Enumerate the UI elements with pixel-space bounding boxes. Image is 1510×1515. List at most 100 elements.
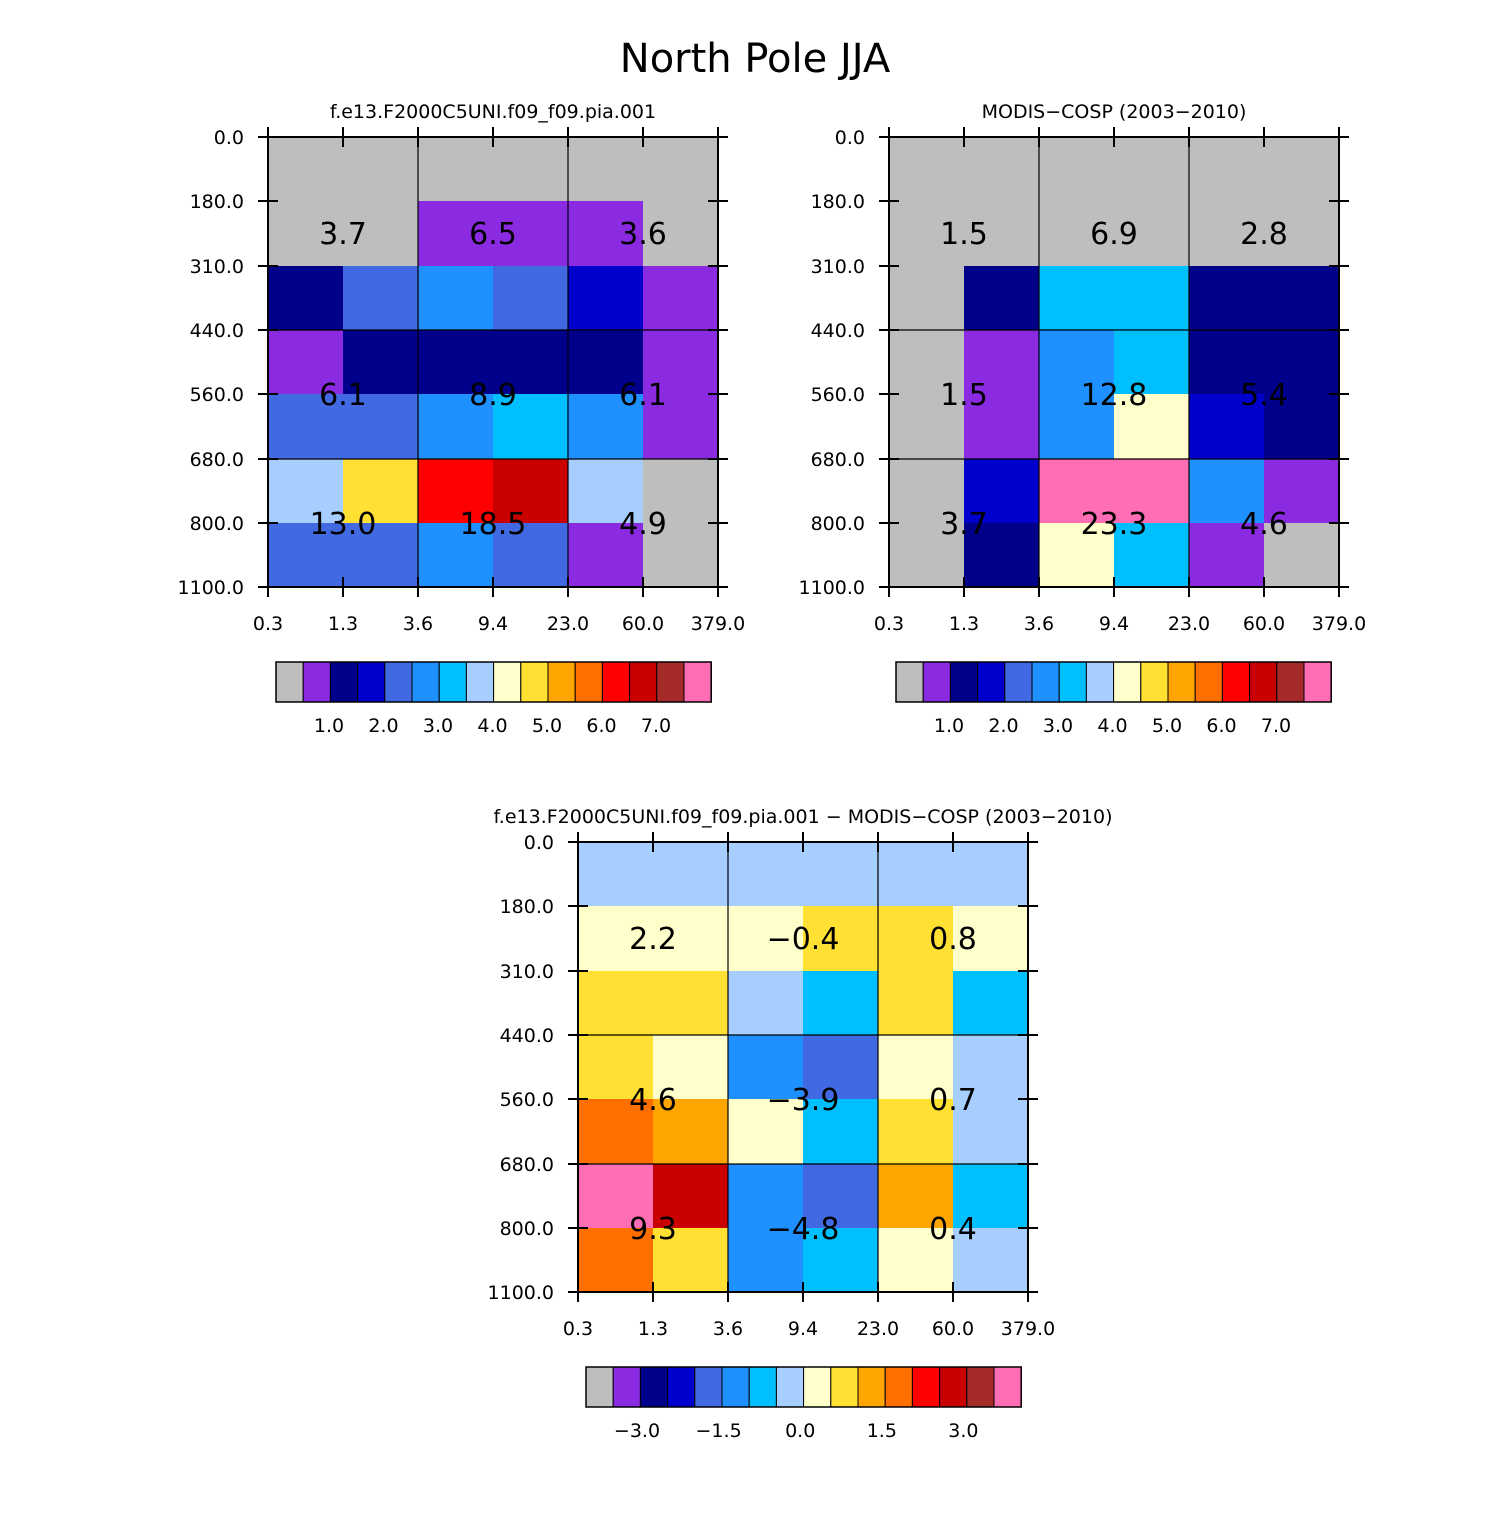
heatmap-cell <box>889 330 965 395</box>
heatmap-cell <box>268 137 344 202</box>
heatmap-cell <box>964 266 1040 331</box>
colorbar-label: 6.0 <box>586 715 616 737</box>
heatmap-cell <box>418 523 494 588</box>
colorbar: −3.0 −1.5 0.0 1.5 3.0 <box>585 1366 1022 1442</box>
colorbar-swatch <box>601 661 631 703</box>
colorbar-swatch <box>656 661 685 703</box>
y-tick-label: 800.0 <box>811 513 865 535</box>
colorbar-swatch <box>803 1366 832 1408</box>
heatmap-cell <box>1264 459 1340 524</box>
heatmap-cell <box>953 906 1029 972</box>
heatmap-cell <box>728 906 804 972</box>
colorbar-swatch <box>612 1366 641 1408</box>
cell-annotation: −3.9 <box>767 1083 840 1118</box>
heatmap-cell <box>878 906 954 972</box>
colorbar-swatch <box>1221 661 1251 703</box>
heatmap-cell <box>578 1164 654 1229</box>
y-tick-label: 0.0 <box>835 127 865 149</box>
heatmap-cell <box>1114 137 1190 202</box>
cell-annotation: 3.6 <box>619 217 667 252</box>
heatmap-cell <box>493 523 569 588</box>
y-tick-label: 180.0 <box>811 191 865 213</box>
heatmap-cell <box>643 330 719 395</box>
heatmap-cell <box>578 842 654 907</box>
heatmap-cell <box>803 1099 879 1165</box>
heatmap-cell <box>653 1035 729 1100</box>
heatmap-cell <box>653 1164 729 1229</box>
heatmap-cell <box>889 394 965 460</box>
y-tick-label: 310.0 <box>500 961 554 983</box>
cell-annotation: 1.5 <box>940 217 988 252</box>
heatmap-cell <box>953 842 1029 907</box>
colorbar-label: 7.0 <box>1261 715 1291 737</box>
heatmap-cell <box>653 971 729 1036</box>
colorbar-swatch <box>1249 661 1278 703</box>
heatmap-cell <box>578 1228 654 1293</box>
x-tick-label: 3.6 <box>1024 613 1054 635</box>
heatmap-cell <box>1039 459 1115 524</box>
heatmap-cell <box>493 266 569 331</box>
x-tick-label: 60.0 <box>1243 613 1285 635</box>
colorbar-label: 3.0 <box>948 1420 978 1442</box>
colorbar-swatch <box>1004 661 1033 703</box>
heatmap-cell <box>889 201 965 267</box>
heatmap-cell <box>578 1035 654 1100</box>
colorbar-swatch <box>1058 661 1087 703</box>
y-tick-label: 560.0 <box>500 1089 554 1111</box>
colorbar-swatch <box>1276 661 1305 703</box>
heatmap-cell <box>964 201 1040 267</box>
heatmap-cell <box>343 137 419 202</box>
heatmap-cell <box>343 330 419 395</box>
colorbar-label: 6.0 <box>1206 715 1236 737</box>
cell-annotation: 0.4 <box>929 1212 977 1247</box>
y-tick-label: 440.0 <box>190 320 244 342</box>
heatmap-cell <box>568 394 644 460</box>
colorbar-swatch <box>911 1366 941 1408</box>
heatmap-cell <box>1114 394 1190 460</box>
heatmap-cell <box>643 459 719 524</box>
colorbar-swatch <box>1303 661 1332 703</box>
cell-annotation: 6.9 <box>1090 217 1138 252</box>
y-tick-label: 680.0 <box>811 449 865 471</box>
heatmap-cell <box>889 523 965 588</box>
y-tick-label: 0.0 <box>214 127 244 149</box>
heatmap-cell <box>1264 523 1340 588</box>
colorbar-label: 7.0 <box>641 715 671 737</box>
heatmap-cell <box>578 971 654 1036</box>
heatmap-cell <box>1039 330 1115 395</box>
heatmap-cell <box>568 523 644 588</box>
x-tick-label: 23.0 <box>547 613 589 635</box>
x-tick-label: 1.3 <box>638 1318 668 1340</box>
colorbar-frame <box>275 661 712 703</box>
cell-annotation: −4.8 <box>767 1212 840 1247</box>
heatmap-cell <box>493 330 569 395</box>
panel-title: f.e13.F2000C5UNI.f09_f09.pia.001 <box>330 101 656 123</box>
heatmap-cell <box>1114 459 1190 524</box>
heatmap-cell <box>803 1035 879 1100</box>
heatmap-cell <box>493 459 569 524</box>
x-tick-label: 379.0 <box>1001 1318 1055 1340</box>
x-tick-label: 9.4 <box>478 613 508 635</box>
heatmap-cell <box>878 1228 954 1293</box>
heatmap-cell <box>953 1164 1029 1229</box>
heatmap-cell <box>1189 266 1265 331</box>
heatmap-cell <box>268 459 344 524</box>
colorbar: 1.0 2.0 3.0 4.0 5.0 6.0 7.0 <box>275 661 712 737</box>
heatmap-cell <box>803 906 879 972</box>
heatmap-cell <box>728 1035 804 1100</box>
cell-annotation: −0.4 <box>767 922 840 957</box>
colorbar-swatch <box>493 661 522 703</box>
heatmap-cell <box>643 523 719 588</box>
colorbar-label: 3.0 <box>423 715 453 737</box>
heatmap-cell <box>343 394 419 460</box>
colorbar-swatch <box>977 661 1006 703</box>
colorbar-swatch <box>775 1366 805 1408</box>
colorbar-swatch <box>585 1366 614 1408</box>
y-tick-label: 310.0 <box>190 256 244 278</box>
y-tick-label: 0.0 <box>524 832 554 854</box>
colorbar-swatch <box>629 661 658 703</box>
heatmap-cell <box>889 137 965 202</box>
panel-2: MODIS−COSP (2003−2010) 0.0 180.0 310.0 440.0… <box>799 101 1367 737</box>
colorbar-frame <box>585 1366 1022 1408</box>
